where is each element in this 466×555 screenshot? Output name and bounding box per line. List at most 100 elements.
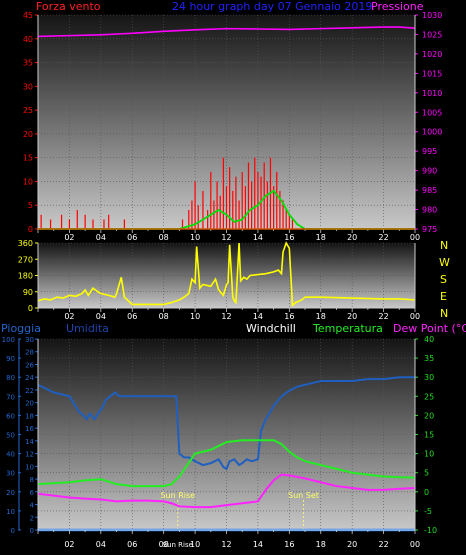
compass-e: E [440,290,447,303]
y-tick-label: 270 [18,255,33,264]
x-tick-label: 18 [316,233,326,242]
x-tick-label: 14 [253,233,263,242]
x-tick-label: 10 [190,233,200,242]
wind-speed-label: Forza vento [36,0,101,13]
y-right-tick-label: 1030 [422,11,442,20]
y-right-tick-label: 15 [424,431,434,440]
y-right-tick-label: 1025 [422,30,442,39]
dew-point-line [37,473,416,509]
x-tick-label: 16 [284,233,294,242]
y-umidita-tick-label: 16 [25,425,34,433]
y-right-tick-label: -10 [424,526,437,535]
x-tick-label: 08 [159,233,169,242]
y-right-tick-label: 985 [422,186,437,195]
x-tick-label: 14 [253,312,263,321]
y-left-tick-label: 10 [23,177,33,186]
y-left-tick-label: 20 [23,130,33,139]
y-umidita-tick-label: 6 [30,489,35,497]
y-tick-label: 180 [18,272,33,281]
x-tick-label: 22 [378,312,388,321]
x-tick-label: 22 [378,540,388,549]
x-tick-label: 20 [347,540,357,549]
compass-n-bottom: N [440,307,448,320]
y-pioggia-tick-label: 70 [6,393,15,401]
x-tick-label: 06 [127,540,137,549]
compass-w: W [439,256,450,269]
y-right-tick-label: 1015 [422,69,442,78]
y-umidita-tick-label: 14 [25,438,34,446]
y-right-tick-label: 975 [422,225,437,234]
y-left-tick-label: 30 [23,82,33,91]
y-umidita-tick-label: 8 [30,476,34,484]
y-umidita-tick-label: 30 [25,336,34,344]
y-left-tick-label: 40 [23,35,33,44]
x-tick-label: 16 [284,540,294,549]
x-tick-label: 02 [64,540,74,549]
x-tick-label: 00 [410,540,420,549]
pressure-line [37,26,416,38]
y-pioggia-tick-label: 0 [11,527,15,535]
y-left-tick-label: 45 [23,11,33,20]
y-umidita-tick-label: 2 [30,514,34,522]
compass-n-top: N [440,239,448,252]
y-right-tick-label: 20 [424,411,434,420]
x-tick-label: 16 [284,312,294,321]
y-right-tick-label: 995 [422,147,437,156]
y-right-tick-label: -5 [424,507,432,516]
y-left-tick-label: 25 [23,106,33,115]
y-right-tick-label: 980 [422,206,437,215]
y-pioggia-tick-label: 80 [6,374,15,382]
y-right-tick-label: 1020 [422,50,442,59]
x-tick-label: 12 [221,312,231,321]
y-right-tick-label: 1010 [422,89,442,98]
x-tick-label: 08 [159,540,169,549]
y-umidita-tick-label: 12 [25,451,34,459]
x-tick-label: 04 [96,540,106,549]
legend-temperatura: Temperatura [312,322,383,335]
x-tick-label: 12 [221,233,231,242]
y-right-tick-label: 25 [424,392,434,401]
legend-windchill: Windchill [246,322,296,335]
wind-direction-panel: 0 90 180 270 360 02 04 06 08 10 12 14 16 18 20 22 00 N W… [18,239,450,321]
gust-line [38,189,415,230]
x-tick-label: 00 [410,233,420,242]
x-tick-label: 00 [410,312,420,321]
y-right-tick-label: 990 [422,167,437,176]
graph-title: 24 hour graph day 07 Gennaio 2019 [172,0,372,13]
sunrise-label: Sun Rise [160,491,195,500]
y-pioggia-tick-label: 30 [6,470,15,478]
y-right-tick-label: 30 [424,373,434,382]
y-left-tick-label: 0 [28,225,33,234]
x-tick-label: 22 [378,233,388,242]
y-right-tick-label: 5 [424,469,429,478]
y-right-tick-label: 1000 [422,128,442,137]
y-pioggia-tick-label: 90 [6,355,15,363]
x-tick-label-sunrise: Sun Rise [163,541,193,549]
temperatura-line [37,439,416,488]
y-left-tick-label: 15 [23,154,33,163]
compass-labels: N W S E N [439,239,450,320]
y-pioggia-tick-label: 100 [2,336,15,344]
y-left-tick-label: 35 [23,59,33,68]
x-tick-label: 12 [221,540,231,549]
y-umidita-tick-label: 26 [25,361,34,369]
legend-pioggia: Pioggia [1,322,41,335]
x-tick-label: 04 [96,312,106,321]
y-right-tick-label: 10 [424,450,434,459]
x-tick-label: 02 [64,233,74,242]
legend-umidita: Umidita [66,322,109,335]
y-right-tick-label: 1005 [422,108,442,117]
y-pioggia-tick-label: 60 [6,412,15,420]
y-tick-label: 0 [28,304,33,313]
y-umidita-tick-label: 24 [25,374,34,382]
x-tick-label: 18 [316,540,326,549]
y-left-tick-label: 5 [28,201,33,210]
y-umidita-tick-label: 4 [30,502,35,510]
umidita-line [37,376,415,471]
compass-s: S [440,273,447,286]
x-tick-label: 08 [159,312,169,321]
x-tick-label: 18 [316,312,326,321]
temp-humidity-panel: Sun Rise Sun Set -10-50510152025303540010… [2,335,437,549]
y-pioggia-tick-label: 50 [6,432,15,440]
